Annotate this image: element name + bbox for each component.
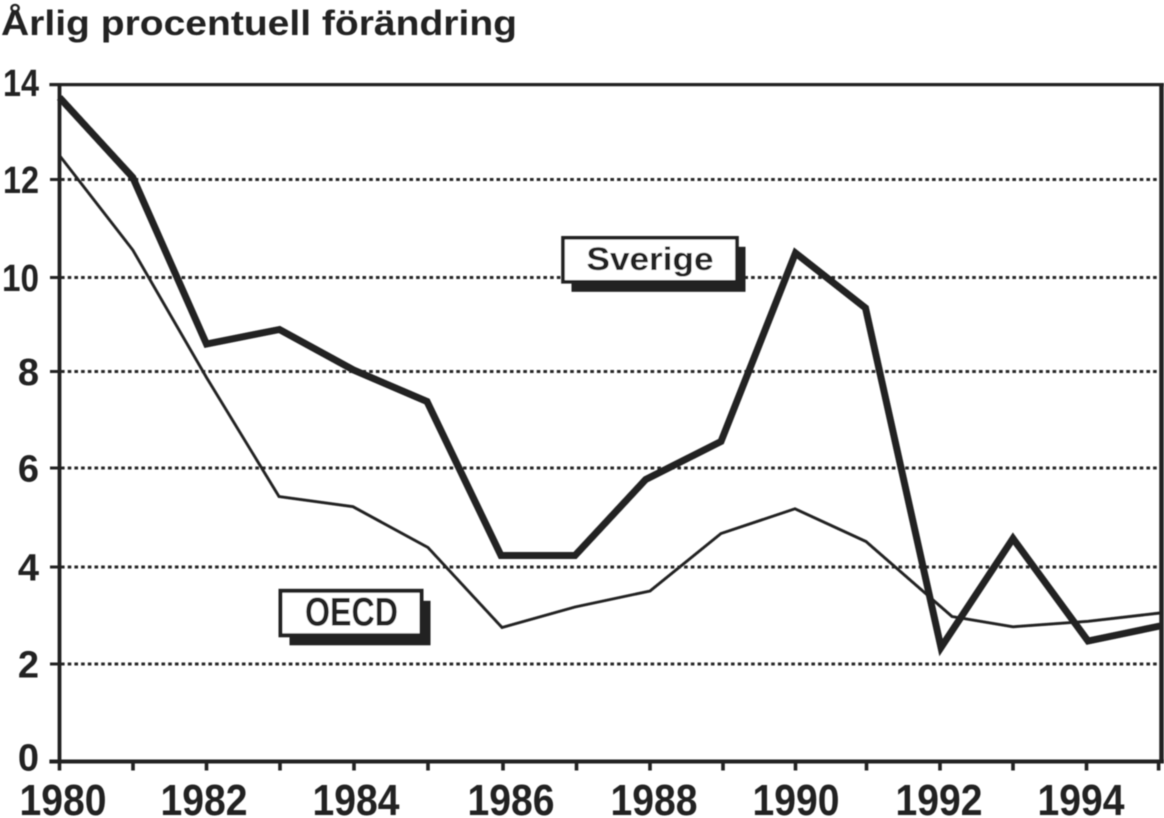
svg-text:1994: 1994: [1038, 776, 1125, 818]
svg-text:12: 12: [3, 160, 39, 202]
svg-text:14: 14: [3, 63, 39, 105]
svg-text:1990: 1990: [753, 776, 840, 818]
svg-text:1986: 1986: [468, 776, 555, 818]
svg-text:1982: 1982: [161, 776, 248, 818]
svg-text:OECD: OECD: [305, 591, 398, 635]
svg-text:10: 10: [2, 258, 39, 300]
svg-text:1992: 1992: [896, 776, 983, 818]
svg-text:1984: 1984: [313, 776, 400, 818]
svg-text:8: 8: [18, 352, 39, 394]
svg-text:4: 4: [18, 547, 39, 589]
svg-text:6: 6: [18, 448, 39, 490]
svg-text:Årlig procentuell förändring: Årlig procentuell förändring: [1, 3, 517, 43]
svg-text:Sverige: Sverige: [587, 241, 714, 277]
svg-text:1980: 1980: [20, 776, 107, 818]
svg-text:1988: 1988: [611, 776, 698, 818]
svg-text:0: 0: [18, 738, 39, 780]
svg-text:2: 2: [18, 644, 39, 686]
